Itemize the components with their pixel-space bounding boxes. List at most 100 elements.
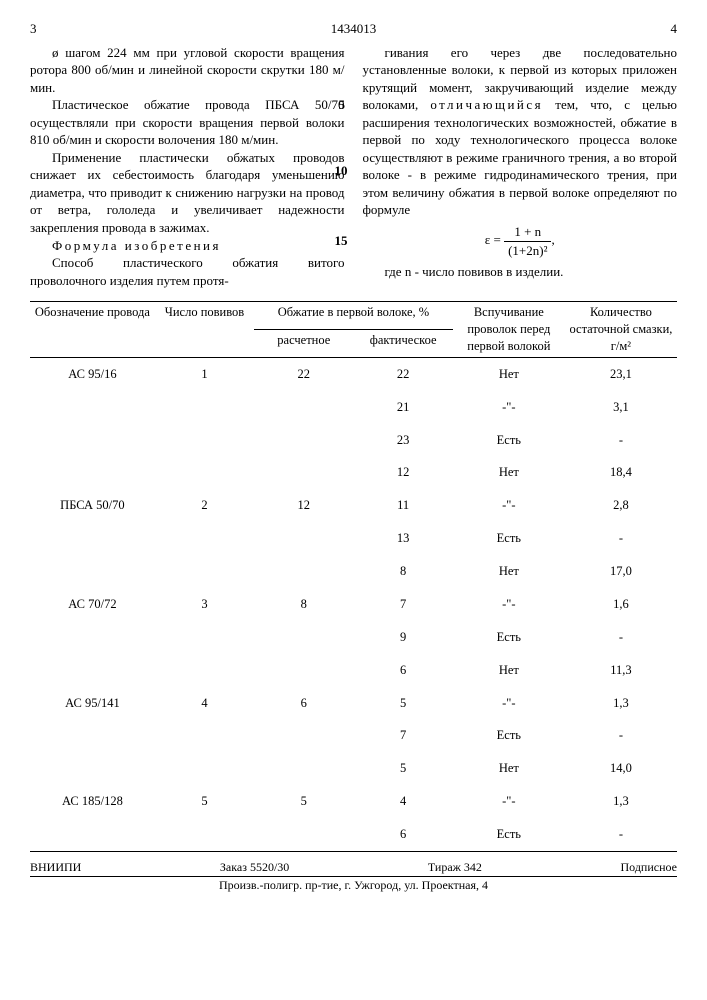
table-cell: -"- — [453, 489, 565, 522]
table-cell: - — [565, 719, 677, 752]
table-cell — [30, 424, 155, 457]
page-header: 3 1434013 4 — [30, 20, 677, 38]
table-row: 8Нет17,0 — [30, 555, 677, 588]
footer-tirage: Тираж 342 — [428, 859, 482, 875]
formula: ε = 1 + n (1+2n)² , — [363, 219, 678, 263]
table-cell: 14,0 — [565, 752, 677, 785]
table-cell — [254, 752, 353, 785]
table-cell: 1,3 — [565, 687, 677, 720]
table-cell — [254, 424, 353, 457]
table-body: АС 95/1612222Нет23,121-"-3,123Есть-12Нет… — [30, 357, 677, 851]
table-cell: -"- — [453, 588, 565, 621]
table-row: 21-"-3,1 — [30, 391, 677, 424]
table-cell: 8 — [254, 588, 353, 621]
table-cell: Нет — [453, 654, 565, 687]
table-cell — [30, 719, 155, 752]
table-cell: 3 — [155, 588, 254, 621]
footer-order: Заказ 5520/30 — [220, 859, 289, 875]
table-cell — [254, 719, 353, 752]
table-cell — [155, 719, 254, 752]
footer-addr: Произв.-полигр. пр-тие, г. Ужгород, ул. … — [30, 877, 677, 893]
left-p4: Способ пластического обжатия витого пров… — [30, 254, 345, 289]
table-row: ПБСА 50/7021211-"-2,8 — [30, 489, 677, 522]
table-cell: 9 — [353, 621, 452, 654]
right-p1b: тем, что, с целью расширения технологиче… — [363, 97, 678, 217]
right-p1-spaced: отличающийся — [430, 97, 543, 112]
doc-number: 1434013 — [50, 20, 657, 38]
table-row: АС 70/72387-"-1,6 — [30, 588, 677, 621]
table-cell — [254, 522, 353, 555]
line-marker-15: 15 — [335, 232, 348, 250]
table-cell — [30, 818, 155, 851]
table-cell: Нет — [453, 752, 565, 785]
table-cell: 22 — [353, 357, 452, 390]
table-cell: 12 — [353, 456, 452, 489]
table-cell — [155, 818, 254, 851]
table-cell: Есть — [453, 621, 565, 654]
table-cell: Нет — [453, 357, 565, 390]
table-cell: 17,0 — [565, 555, 677, 588]
th-calc: расчетное — [254, 330, 353, 358]
table-cell: -"- — [453, 391, 565, 424]
table-cell — [254, 621, 353, 654]
table-row: АС 95/141465-"-1,3 — [30, 687, 677, 720]
table-cell: - — [565, 818, 677, 851]
formula-title: Формула изобретения — [30, 237, 345, 255]
table-cell: 6 — [254, 687, 353, 720]
left-column: ø шагом 224 мм при угловой скорости вращ… — [30, 44, 345, 290]
right-p2: где n - число повивов в изделии. — [363, 263, 678, 281]
table-cell: Есть — [453, 424, 565, 457]
table-row: 7Есть- — [30, 719, 677, 752]
table-cell: -"- — [453, 785, 565, 818]
table-cell — [254, 654, 353, 687]
table-cell: 11 — [353, 489, 452, 522]
table-cell: АС 185/128 — [30, 785, 155, 818]
footer-line-1: ВНИИПИ Заказ 5520/30 Тираж 342 Подписное — [30, 858, 677, 877]
footer-sub: Подписное — [621, 859, 678, 875]
table-cell: 23,1 — [565, 357, 677, 390]
table-cell: ПБСА 50/70 — [30, 489, 155, 522]
th-fact: фактическое — [353, 330, 452, 358]
table-cell: - — [565, 621, 677, 654]
page-num-left: 3 — [30, 20, 50, 38]
table-cell: АС 70/72 — [30, 588, 155, 621]
table-row: 6Есть- — [30, 818, 677, 851]
right-column: 5 10 15 гивания его через две последоват… — [363, 44, 678, 290]
footer-org: ВНИИПИ — [30, 859, 81, 875]
table-cell: 6 — [353, 654, 452, 687]
table-cell: Нет — [453, 555, 565, 588]
table-cell: 1,6 — [565, 588, 677, 621]
table-cell — [155, 391, 254, 424]
table-cell: 5 — [353, 752, 452, 785]
table-cell: 4 — [155, 687, 254, 720]
table-cell: 1,3 — [565, 785, 677, 818]
table-cell: - — [565, 522, 677, 555]
th-reduction: Обжатие в первой волоке, % — [254, 302, 453, 330]
table-cell: 2,8 — [565, 489, 677, 522]
table-row: 9Есть- — [30, 621, 677, 654]
table-cell — [254, 456, 353, 489]
formula-den: (1+2n)² — [504, 242, 551, 260]
left-p2: Пластическое обжатие провода ПБСА 50/70 … — [30, 96, 345, 149]
table-cell: 5 — [353, 687, 452, 720]
table-cell — [30, 391, 155, 424]
table-cell: 1 — [155, 357, 254, 390]
table-row: 5Нет14,0 — [30, 752, 677, 785]
table-cell: 23 — [353, 424, 452, 457]
formula-lhs: ε = — [485, 232, 501, 247]
table-cell: 3,1 — [565, 391, 677, 424]
table-cell — [30, 555, 155, 588]
table-cell: 6 — [353, 818, 452, 851]
table-head: Обозначение провода Число повивов Обжати… — [30, 302, 677, 358]
table-cell: 5 — [155, 785, 254, 818]
table-cell: 22 — [254, 357, 353, 390]
table-cell: 4 — [353, 785, 452, 818]
table-cell — [30, 752, 155, 785]
formula-tail: , — [551, 232, 554, 247]
table-cell: Нет — [453, 456, 565, 489]
th-swelling: Вспучивание проволок перед первой волоко… — [453, 302, 565, 358]
table-cell — [155, 752, 254, 785]
table-cell — [254, 391, 353, 424]
two-column-text: ø шагом 224 мм при угловой скорости вращ… — [30, 44, 677, 290]
table-cell: 7 — [353, 719, 452, 752]
